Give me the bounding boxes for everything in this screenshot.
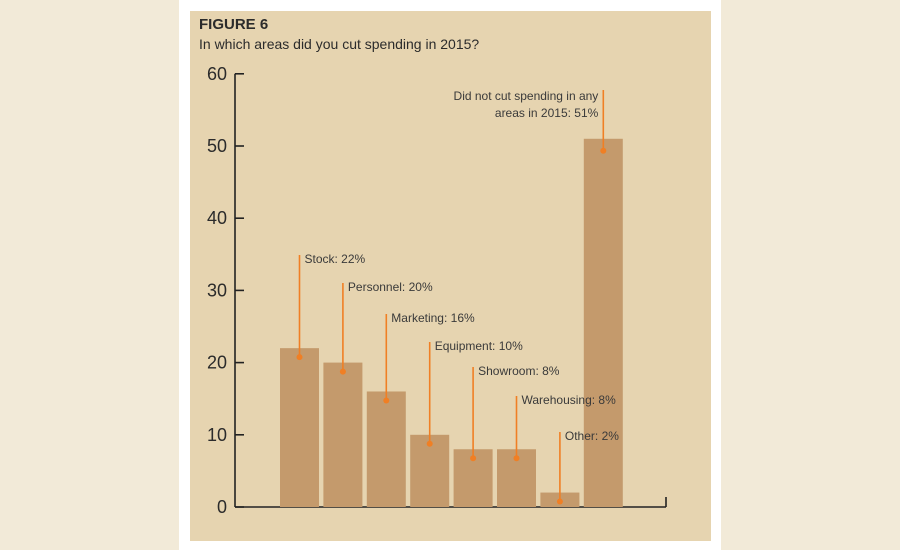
annotation-dot <box>296 354 303 361</box>
y-tick-label: 0 <box>217 497 227 517</box>
annotation-label: Showroom: 8% <box>478 364 560 378</box>
annotation-dot <box>470 455 477 462</box>
y-tick-label: 10 <box>207 425 227 445</box>
y-tick-label: 60 <box>207 64 227 84</box>
annotation-dot <box>513 455 520 462</box>
annotation-label: Warehousing: 8% <box>522 393 617 407</box>
bar <box>410 434 450 507</box>
figure-label: FIGURE 6 <box>199 16 269 33</box>
annotation-label: Marketing: 16% <box>391 311 475 325</box>
annotation-label: areas in 2015: 51% <box>495 106 599 120</box>
annotation-dot <box>383 397 390 404</box>
y-tick-label: 40 <box>207 208 227 228</box>
annotation-label: Did not cut spending in any <box>454 89 599 103</box>
figure-subtitle: In which areas did you cut spending in 2… <box>199 36 480 52</box>
annotation-dot <box>426 440 433 447</box>
annotation-label: Other: 2% <box>565 429 619 443</box>
y-tick-label: 20 <box>207 353 227 373</box>
chart-panel <box>190 11 711 541</box>
bar <box>366 391 406 507</box>
annotation-label: Stock: 22% <box>305 252 366 266</box>
bar <box>583 138 623 507</box>
annotation-label: Equipment: 10% <box>435 339 523 353</box>
y-tick-label: 50 <box>207 136 227 156</box>
annotation-dot <box>556 498 563 505</box>
annotation-dot <box>600 147 607 154</box>
y-tick-label: 30 <box>207 280 227 300</box>
bar <box>280 348 319 507</box>
bar <box>323 362 363 507</box>
chart-bars <box>280 138 623 507</box>
annotation-dot <box>339 368 346 375</box>
chart-annotations: Stock: 22% Personnel: 20% Marketing: 16% Eq… <box>296 89 619 505</box>
annotation-label: Personnel: 20% <box>348 280 433 294</box>
